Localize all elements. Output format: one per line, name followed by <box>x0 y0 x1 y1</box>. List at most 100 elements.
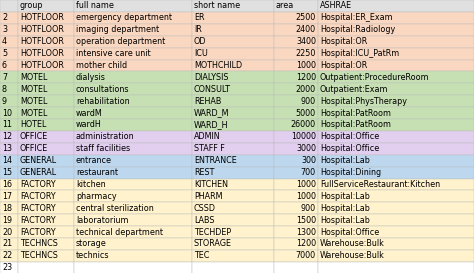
Bar <box>274 24 318 36</box>
Bar <box>0 250 18 262</box>
Bar <box>192 36 274 48</box>
Bar <box>0 262 18 273</box>
Bar <box>192 12 274 24</box>
Bar <box>274 143 318 155</box>
Text: 2250: 2250 <box>296 49 316 58</box>
Bar <box>18 214 74 226</box>
Text: 2500: 2500 <box>296 13 316 22</box>
Bar <box>0 143 18 155</box>
Text: rehabilitation: rehabilitation <box>76 97 129 106</box>
Bar <box>74 48 192 60</box>
Text: FACTORY: FACTORY <box>20 228 55 236</box>
Text: 1000: 1000 <box>296 61 316 70</box>
Text: dialysis: dialysis <box>76 73 106 82</box>
Bar <box>18 262 74 273</box>
Text: FACTORY: FACTORY <box>20 216 55 225</box>
Bar <box>192 83 274 95</box>
Text: central sterilization: central sterilization <box>76 204 154 213</box>
Bar <box>0 119 18 131</box>
Bar <box>318 262 474 273</box>
Bar <box>18 95 74 107</box>
Text: Hospital:PhysTherapy: Hospital:PhysTherapy <box>320 97 407 106</box>
Text: intensive care unit: intensive care unit <box>76 49 151 58</box>
Bar <box>192 48 274 60</box>
Bar <box>74 202 192 214</box>
Text: wardH: wardH <box>76 120 102 129</box>
Bar <box>318 83 474 95</box>
Text: 1200: 1200 <box>296 239 316 248</box>
Text: 17: 17 <box>2 192 12 201</box>
Bar <box>0 48 18 60</box>
Bar <box>74 83 192 95</box>
Bar <box>192 131 274 143</box>
Text: 9: 9 <box>2 97 7 106</box>
Bar <box>74 190 192 202</box>
Bar <box>18 107 74 119</box>
Text: 7000: 7000 <box>296 251 316 260</box>
Text: kitchen: kitchen <box>76 180 106 189</box>
Bar <box>318 0 474 12</box>
Bar <box>274 48 318 60</box>
Text: wardM: wardM <box>76 109 103 118</box>
Text: 4: 4 <box>2 37 7 46</box>
Bar <box>192 238 274 250</box>
Bar <box>192 167 274 179</box>
Bar <box>274 0 318 12</box>
Text: Hospital:PatRoom: Hospital:PatRoom <box>320 120 391 129</box>
Text: GENERAL: GENERAL <box>20 168 57 177</box>
Text: LABS: LABS <box>194 216 215 225</box>
Bar <box>192 0 274 12</box>
Bar <box>318 12 474 24</box>
Text: 8: 8 <box>2 85 7 94</box>
Text: HOTFLOOR: HOTFLOOR <box>20 61 64 70</box>
Bar <box>0 214 18 226</box>
Bar <box>192 107 274 119</box>
Bar <box>18 250 74 262</box>
Bar <box>18 238 74 250</box>
Bar <box>192 179 274 190</box>
Text: Hospital:Office: Hospital:Office <box>320 144 379 153</box>
Bar <box>74 238 192 250</box>
Bar <box>0 60 18 72</box>
Text: entrance: entrance <box>76 156 112 165</box>
Bar <box>74 179 192 190</box>
Text: OD: OD <box>194 37 207 46</box>
Bar <box>274 107 318 119</box>
Bar <box>318 119 474 131</box>
Bar <box>74 155 192 167</box>
Text: Warehouse:Bulk: Warehouse:Bulk <box>320 251 385 260</box>
Text: Hospital:Dining: Hospital:Dining <box>320 168 381 177</box>
Text: FACTORY: FACTORY <box>20 204 55 213</box>
Bar <box>18 83 74 95</box>
Bar <box>274 226 318 238</box>
Text: HOTEL: HOTEL <box>20 120 46 129</box>
Text: OFFICE: OFFICE <box>20 132 48 141</box>
Text: staff facilities: staff facilities <box>76 144 130 153</box>
Text: Outpatient:Exam: Outpatient:Exam <box>320 85 389 94</box>
Text: 2: 2 <box>2 13 7 22</box>
Bar <box>0 131 18 143</box>
Text: laboratorium: laboratorium <box>76 216 128 225</box>
Text: FullServiceRestaurant:Kitchen: FullServiceRestaurant:Kitchen <box>320 180 440 189</box>
Bar <box>74 60 192 72</box>
Bar <box>18 48 74 60</box>
Bar <box>74 36 192 48</box>
Text: 14: 14 <box>2 156 12 165</box>
Bar <box>74 262 192 273</box>
Bar <box>74 24 192 36</box>
Bar <box>74 143 192 155</box>
Text: 900: 900 <box>301 204 316 213</box>
Text: GENERAL: GENERAL <box>20 156 57 165</box>
Text: MOTEL: MOTEL <box>20 73 47 82</box>
Bar <box>318 226 474 238</box>
Bar <box>74 107 192 119</box>
Bar <box>74 95 192 107</box>
Text: CONSULT: CONSULT <box>194 85 231 94</box>
Bar <box>192 95 274 107</box>
Text: 5: 5 <box>2 49 7 58</box>
Text: 18: 18 <box>2 204 12 213</box>
Text: 6: 6 <box>2 61 7 70</box>
Bar <box>318 155 474 167</box>
Bar <box>18 131 74 143</box>
Bar <box>274 12 318 24</box>
